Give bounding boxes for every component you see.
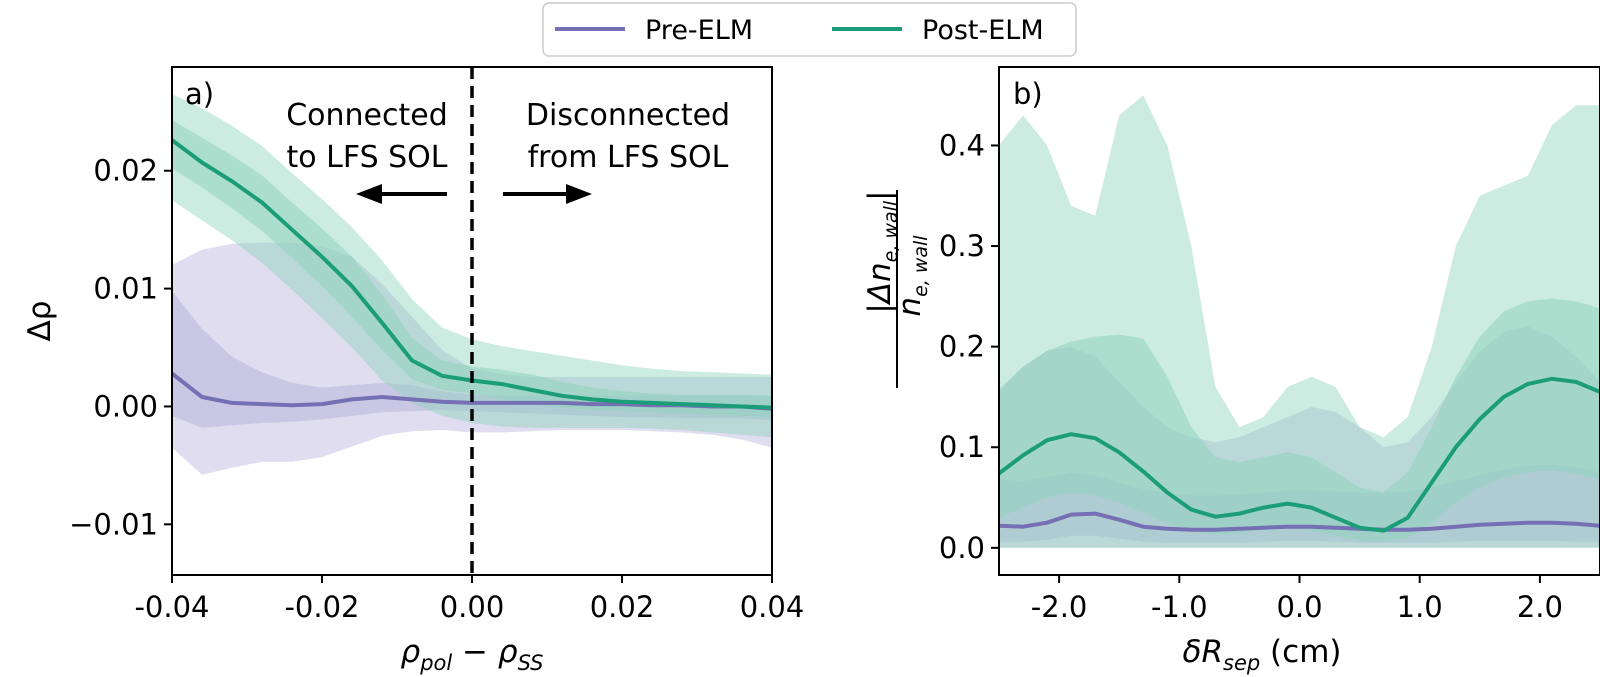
x-tick-label: -2.0 (1031, 590, 1088, 624)
y-tick-label: 0.00 (93, 389, 158, 423)
x-tick-label: 0.04 (740, 590, 805, 624)
y-tick-label: 0.02 (93, 154, 158, 188)
annotation-connected-line2: to LFS SOL (286, 140, 447, 175)
x-tick-label: 1.0 (1397, 590, 1443, 624)
x-tick-label: 0.02 (590, 590, 655, 624)
legend-label-pre-elm: Pre-ELM (645, 15, 753, 46)
panel-b-ticks: -2.0 -1.0 0.0 1.0 2.0 0.0 0.1 0.2 0.3 0.4 (939, 128, 1563, 624)
band-inner-pre-elm (172, 290, 772, 428)
panel-b-xlabel: δRsep (cm) (1182, 634, 1341, 675)
arrow-left-icon (356, 184, 447, 204)
panel-b-bands (999, 95, 1600, 548)
legend-frame (542, 2, 1077, 57)
series-line-pre-elm (999, 511, 1600, 532)
annotation-disconnected-line1: Disconnected (526, 98, 730, 133)
panel-b-lines (999, 376, 1600, 533)
x-tick-label: -0.02 (284, 590, 359, 624)
legend: Pre-ELM Post-ELM (542, 2, 1077, 57)
panel-a-ticks: -0.04 -0.02 0.00 0.02 0.04 −0.01 0.00 0.01 0.02 (69, 154, 804, 624)
panel-a-label: a) (185, 77, 214, 111)
panel-b: -2.0 -1.0 0.0 1.0 2.0 0.0 0.1 0.2 0.3 0.4 b) |Δne… (862, 66, 1600, 675)
series-line-post-elm (999, 376, 1600, 533)
panel-b-ylabel-denominator: ne, wall (892, 235, 932, 317)
panel-b-ylabel: |Δne, wall| ne, wall (862, 190, 932, 388)
panel-b-label: b) (1013, 77, 1043, 111)
y-tick-label: 0.2 (939, 330, 985, 364)
x-tick-label: -0.04 (134, 590, 209, 624)
band-inner-post-elm (999, 298, 1600, 542)
y-tick-label: 0.01 (93, 272, 158, 306)
x-tick-label: 0.00 (440, 590, 505, 624)
panel-a-ylabel: Δρ (22, 301, 58, 342)
y-tick-label: 0.3 (939, 229, 985, 263)
y-tick-label: −0.01 (69, 507, 158, 541)
annotation-disconnected-line2: from LFS SOL (528, 140, 729, 175)
annotation-connected-line1: Connected (286, 98, 448, 133)
panel-a-bands (172, 94, 772, 475)
y-tick-label: 0.1 (939, 430, 985, 464)
x-tick-label: 2.0 (1517, 590, 1563, 624)
x-tick-label: 0.0 (1276, 590, 1322, 624)
panel-a: -0.04 -0.02 0.00 0.02 0.04−0.010.000.010.02 … (22, 66, 804, 675)
arrow-right-icon (503, 184, 592, 204)
panel-a-xlabel: ρpol − ρSS (401, 634, 544, 675)
x-tick-label: -1.0 (1151, 590, 1208, 624)
y-tick-label: 0.0 (939, 531, 985, 565)
legend-label-post-elm: Post-ELM (922, 15, 1044, 46)
y-tick-label: 0.4 (939, 128, 985, 162)
